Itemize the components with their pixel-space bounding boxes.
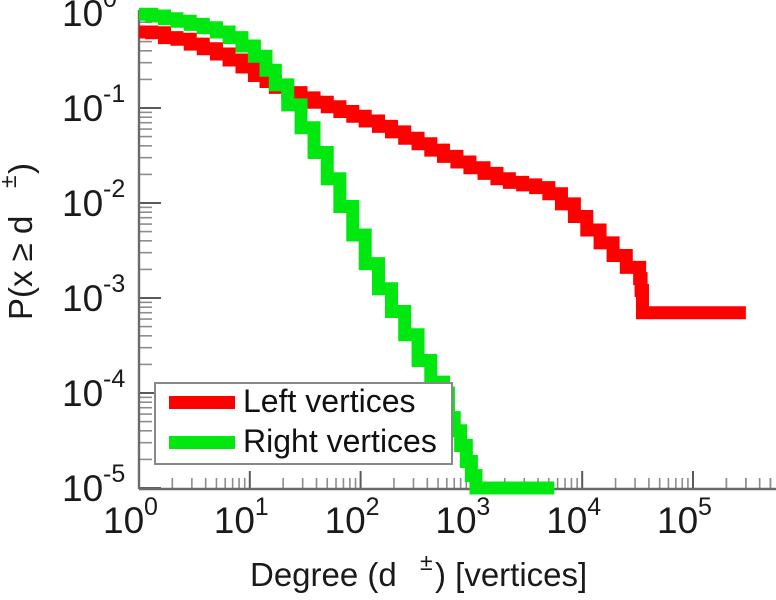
x-tick-labels: 10 0 10 1 10 2 10 3 10 4 10 5 — [103, 493, 712, 541]
x-axis-title-superscript: ± — [420, 549, 433, 575]
x-axis-title-tail: ) [vertices] — [435, 556, 587, 593]
y-axis-title-tail: ) — [2, 163, 39, 174]
legend-label-right-vertices: Right vertices — [243, 423, 437, 459]
y-tick-label-exponent: -2 — [103, 175, 125, 203]
y-tick-label-exponent: -5 — [103, 460, 125, 488]
y-tick-label-mantissa: 10 — [62, 373, 103, 414]
y-tick-label-exponent: 0 — [103, 0, 117, 13]
x-tick-label-mantissa: 10 — [325, 500, 366, 541]
y-axis-title: P(x ≥ d ± ) — [0, 163, 39, 320]
legend-swatch-right-vertices — [169, 436, 235, 449]
x-tick-label-mantissa: 10 — [214, 500, 255, 541]
x-tick-label-mantissa: 10 — [657, 500, 698, 541]
x-axis-title-base: Degree (d — [250, 556, 397, 593]
x-tick-label-exponent: 3 — [476, 493, 490, 521]
y-tick-label-mantissa: 10 — [62, 183, 103, 224]
x-tick-label-exponent: 4 — [587, 493, 601, 521]
chart-legend[interactable]: Left vertices Right vertices — [154, 382, 453, 465]
data-series-group — [139, 7, 746, 495]
y-axis-title-superscript: ± — [0, 175, 21, 188]
legend-swatch-left-vertices — [169, 396, 235, 409]
y-tick-label-mantissa: 10 — [62, 0, 103, 34]
y-tick-label-exponent: -3 — [103, 270, 125, 298]
y-tick-label-mantissa: 10 — [62, 88, 103, 129]
series-line-right-vertices — [139, 7, 555, 495]
x-tick-label-mantissa: 10 — [435, 500, 476, 541]
series-line-left-vertices — [139, 25, 746, 320]
x-tick-label-exponent: 0 — [144, 493, 158, 521]
legend-label-left-vertices: Left vertices — [243, 383, 416, 419]
y-tick-label-mantissa: 10 — [62, 278, 103, 319]
y-tick-label-exponent: -1 — [103, 80, 125, 108]
axis-lines — [137, 10, 776, 491]
x-tick-label-mantissa: 10 — [546, 500, 587, 541]
y-tick-label-mantissa: 10 — [62, 468, 103, 509]
y-tick-label-exponent: -4 — [103, 365, 125, 393]
x-tick-label-exponent: 5 — [698, 493, 712, 521]
x-tick-label-mantissa: 10 — [103, 500, 144, 541]
x-tick-label-exponent: 2 — [366, 493, 380, 521]
x-tick-label-exponent: 1 — [255, 493, 269, 521]
x-axis-title: Degree (d ± ) [vertices] — [250, 549, 587, 593]
y-axis-title-base: P(x ≥ d — [2, 216, 39, 320]
